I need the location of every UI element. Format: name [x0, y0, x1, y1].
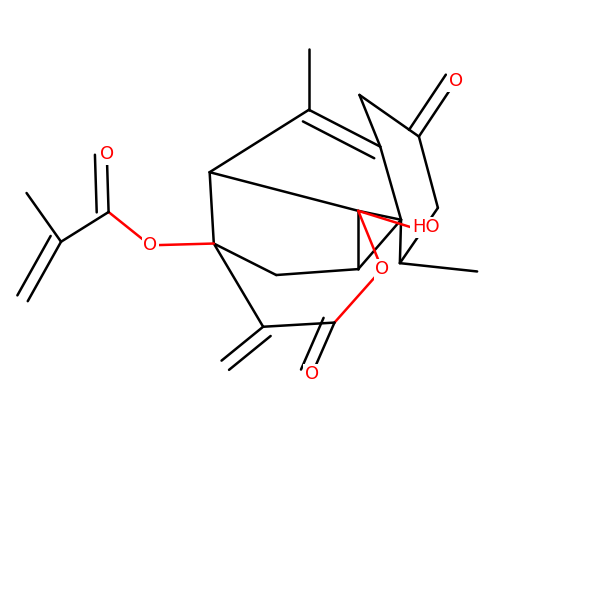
Text: O: O	[143, 236, 157, 254]
Text: O: O	[375, 260, 389, 278]
Text: O: O	[305, 365, 319, 383]
Text: HO: HO	[412, 218, 439, 236]
Text: O: O	[100, 145, 114, 163]
Text: O: O	[449, 72, 463, 90]
